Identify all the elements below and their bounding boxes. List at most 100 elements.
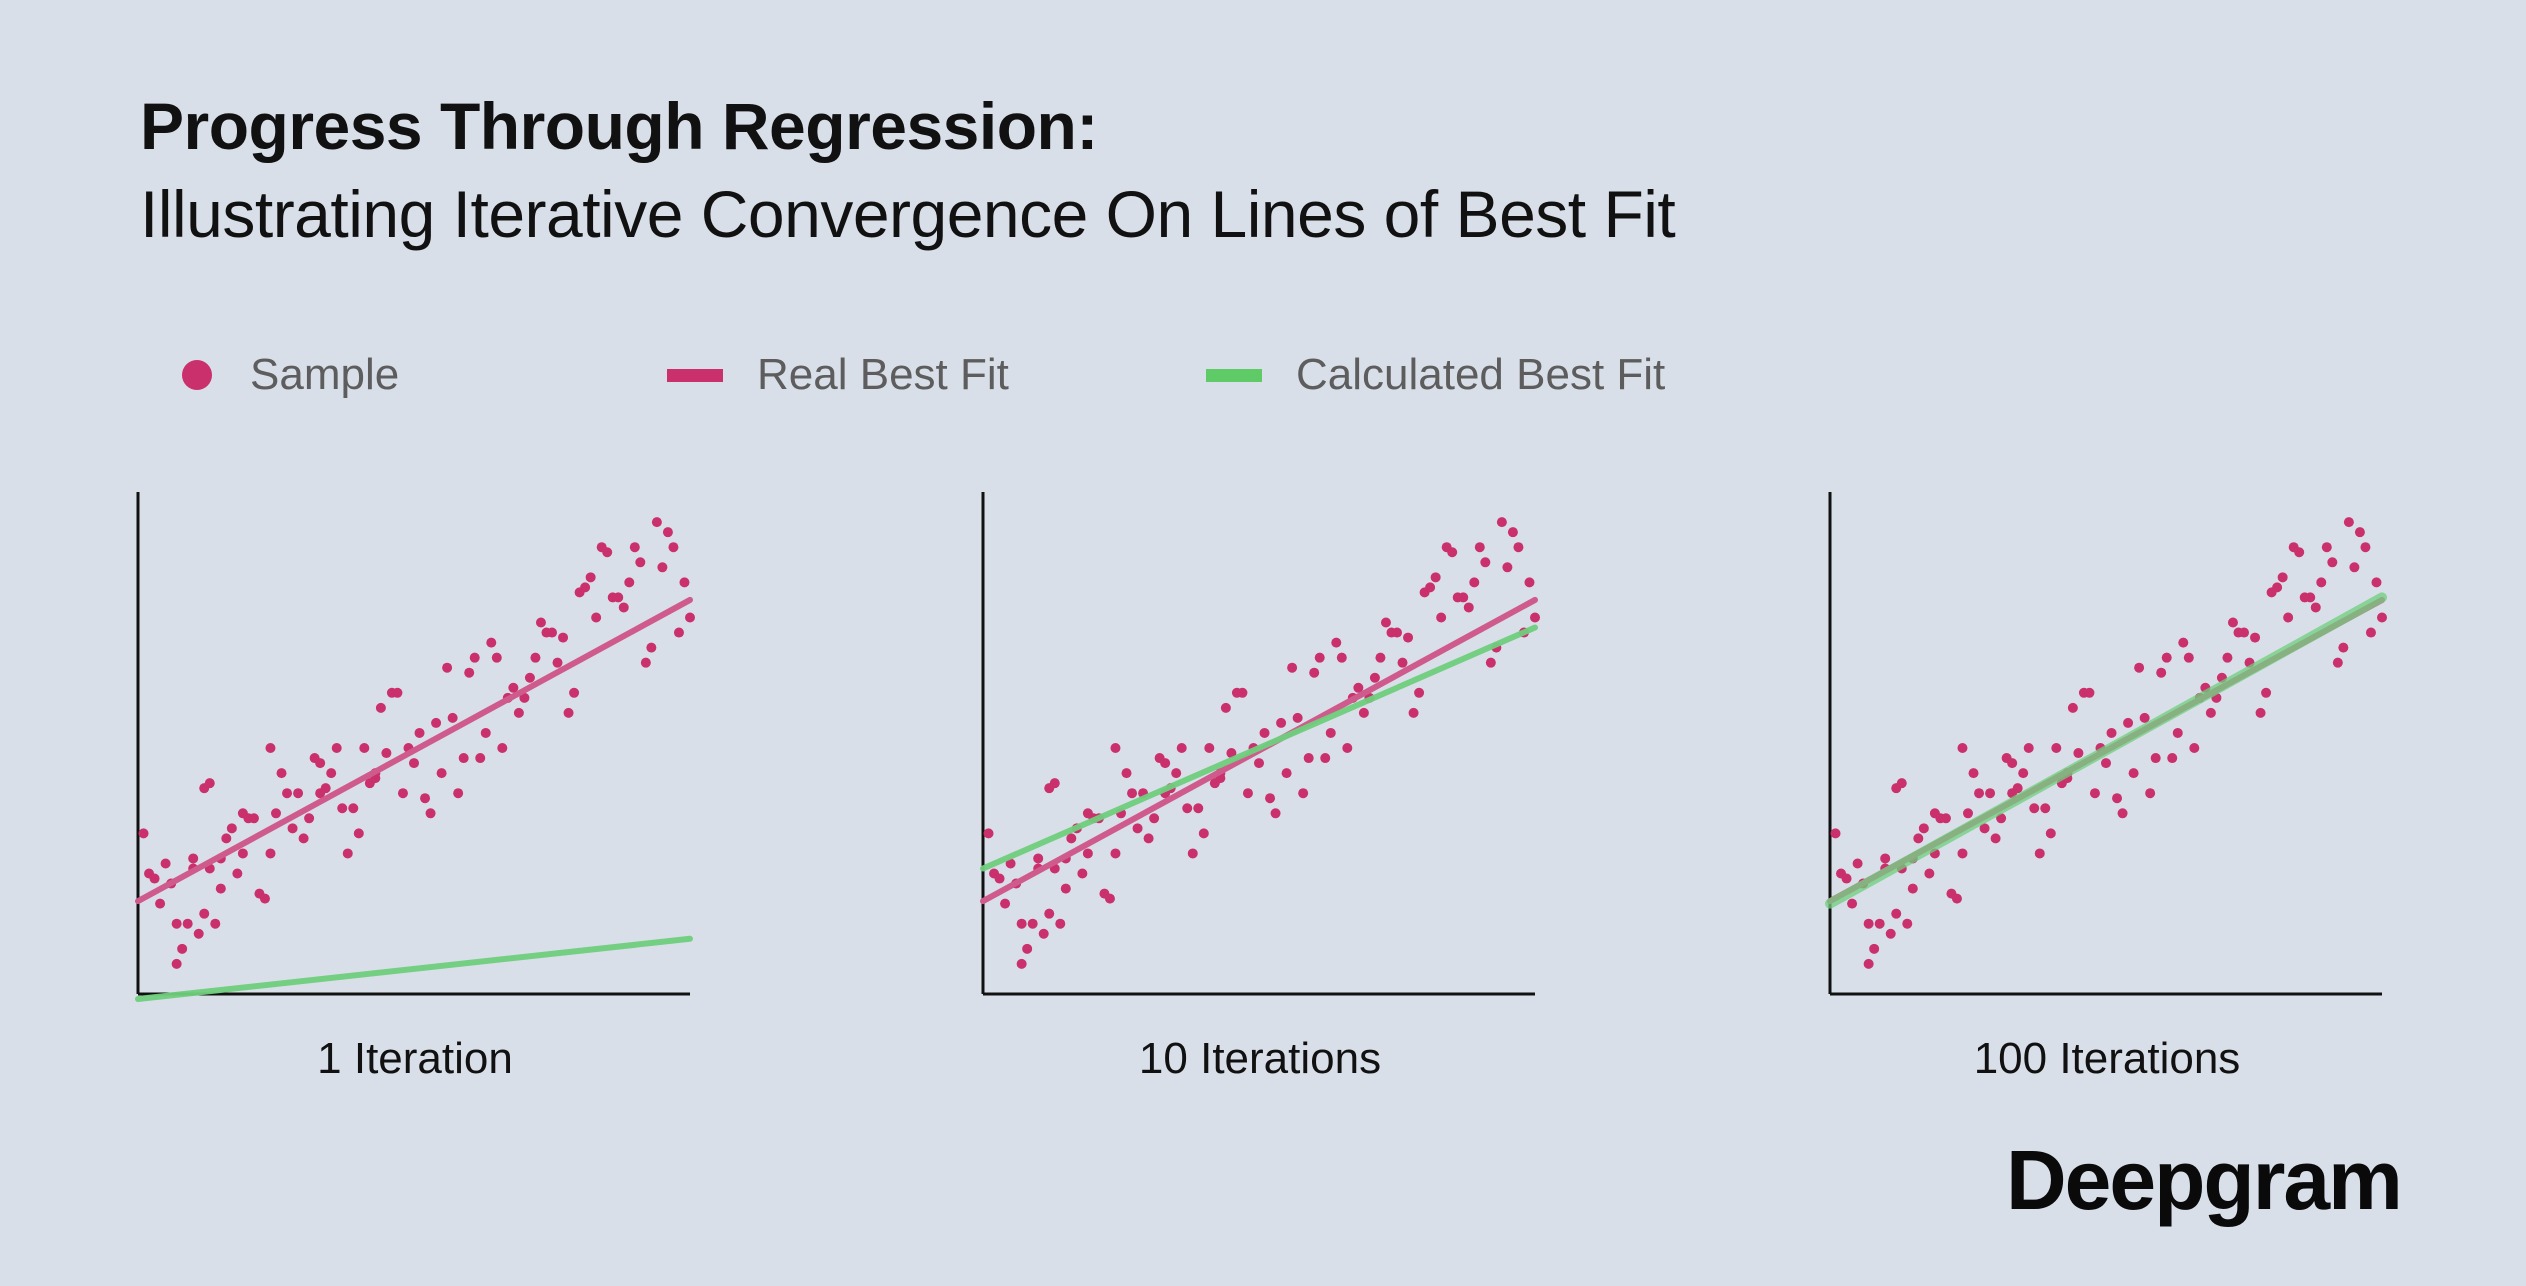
sample-point bbox=[1281, 768, 1292, 779]
chart-1-iteration bbox=[135, 492, 695, 1003]
sample-point bbox=[1885, 928, 1896, 939]
sample-point bbox=[2023, 743, 2034, 754]
sample-point bbox=[2045, 828, 2056, 839]
sample-point bbox=[1496, 517, 1507, 528]
calculated-best-fit-line bbox=[980, 624, 1538, 872]
sample-point bbox=[1869, 943, 1880, 954]
sample-point bbox=[1463, 602, 1474, 613]
legend-item-calculated-fit: Calculated Best Fit bbox=[1206, 345, 1665, 405]
sample-point bbox=[149, 873, 160, 884]
sample-point bbox=[1044, 908, 1055, 919]
sample-point bbox=[1896, 778, 1907, 789]
sample-point bbox=[2272, 582, 2283, 593]
sample-point bbox=[1469, 577, 1480, 588]
sample-point bbox=[1193, 803, 1204, 814]
sample-point bbox=[1951, 893, 1962, 904]
sample-point bbox=[1485, 657, 1496, 668]
legend-item-real-fit: Real Best Fit bbox=[667, 345, 1009, 405]
sample-point bbox=[1022, 943, 1033, 954]
calculated-best-fit-line bbox=[135, 935, 693, 1003]
sample-point bbox=[1325, 727, 1336, 738]
sample-point bbox=[2117, 808, 2128, 819]
sample-point bbox=[657, 562, 668, 573]
sample-point bbox=[1524, 577, 1535, 588]
sample-point bbox=[414, 727, 425, 738]
sample-point bbox=[315, 758, 326, 769]
sample-point bbox=[171, 918, 182, 929]
sample-point bbox=[618, 602, 629, 613]
sample-point bbox=[1265, 793, 1276, 804]
sample-point bbox=[1038, 928, 1049, 939]
sample-point bbox=[331, 743, 342, 754]
sample-point bbox=[447, 712, 458, 723]
sample-point bbox=[1016, 918, 1027, 929]
sample-point bbox=[353, 828, 364, 839]
sample-point bbox=[1430, 572, 1441, 583]
sample-point bbox=[2365, 627, 2376, 638]
sample-point bbox=[298, 833, 309, 844]
sample-point bbox=[2332, 657, 2343, 668]
calculated-best-fit-line bbox=[1825, 592, 2387, 909]
sample-point bbox=[1863, 918, 1874, 929]
sample-point bbox=[2112, 793, 2123, 804]
sample-point bbox=[282, 788, 293, 799]
sample-point bbox=[1309, 667, 1320, 678]
sample-point bbox=[508, 682, 519, 693]
panel-label-1-iteration: 1 Iteration bbox=[317, 1034, 513, 1083]
sample-point bbox=[1237, 687, 1248, 698]
sample-point bbox=[646, 642, 657, 653]
sample-point bbox=[1863, 958, 1874, 969]
sample-point bbox=[436, 768, 447, 779]
sample-point bbox=[1276, 717, 1287, 728]
sample-point bbox=[1852, 858, 1863, 869]
sample-point bbox=[629, 542, 640, 553]
sample-point bbox=[2371, 577, 2382, 588]
sample-point bbox=[480, 727, 491, 738]
sample-point bbox=[602, 547, 613, 558]
sample-point bbox=[1874, 918, 1885, 929]
sample-point bbox=[1403, 632, 1414, 643]
sample-point bbox=[1392, 627, 1402, 638]
sample-point bbox=[160, 858, 171, 869]
sample-point bbox=[2034, 848, 2045, 859]
sample-point bbox=[2283, 612, 2294, 623]
sample-point bbox=[2250, 632, 2261, 643]
sample-point bbox=[2189, 743, 2200, 754]
sample-point bbox=[1447, 547, 1458, 558]
sample-point bbox=[1918, 823, 1929, 834]
sample-point bbox=[359, 743, 370, 754]
sample-point bbox=[1985, 788, 1996, 799]
sample-point bbox=[1143, 833, 1154, 844]
sample-point bbox=[685, 612, 695, 623]
sample-point bbox=[337, 803, 348, 814]
sample-point bbox=[547, 627, 557, 638]
sample-point bbox=[464, 667, 475, 678]
sample-point bbox=[1474, 542, 1485, 553]
sample-point bbox=[1187, 848, 1198, 859]
sample-point bbox=[1902, 918, 1913, 929]
sample-point bbox=[651, 517, 662, 528]
sample-point bbox=[1502, 562, 1513, 573]
sample-point bbox=[2018, 768, 2029, 779]
sample-point bbox=[2156, 667, 2167, 678]
sample-point bbox=[1000, 898, 1011, 909]
sample-point bbox=[2338, 642, 2349, 653]
sample-point bbox=[1968, 768, 1979, 779]
sample-point bbox=[248, 813, 259, 824]
sample-point bbox=[1369, 672, 1380, 683]
sample-point bbox=[1182, 803, 1193, 814]
panel-10-iterations: 10 Iterations bbox=[979, 486, 1541, 1083]
sample-point bbox=[409, 758, 419, 769]
sample-point bbox=[304, 813, 315, 824]
sample-point bbox=[2172, 727, 2183, 738]
sample-point bbox=[1254, 758, 1264, 769]
sample-point bbox=[2343, 517, 2354, 528]
sample-point bbox=[497, 743, 508, 754]
sample-point bbox=[2316, 577, 2327, 588]
sample-point bbox=[199, 908, 210, 919]
sample-point bbox=[1841, 873, 1852, 884]
sample-point bbox=[1336, 652, 1347, 663]
sample-point bbox=[1220, 702, 1231, 713]
sample-point bbox=[530, 652, 541, 663]
sample-point bbox=[624, 577, 635, 588]
